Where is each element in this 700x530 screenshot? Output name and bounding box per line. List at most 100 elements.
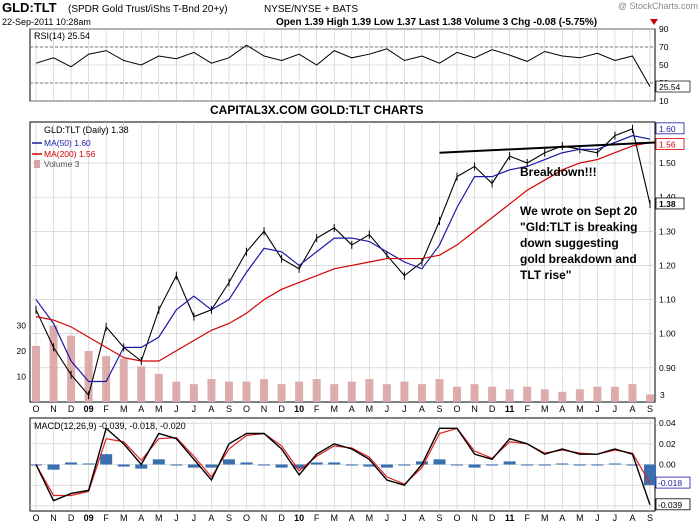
volume-bar [470,384,479,402]
ohlc-readout: Open 1.39 High 1.39 Low 1.37 Last 1.38 V… [276,17,597,28]
macd-histogram-bar [170,464,183,466]
x-tick-label: M [541,404,549,414]
macd-histogram-bar [328,462,341,465]
price-tick-label: 1.50 [659,158,676,168]
volume-tick-label: 10 [17,372,27,382]
x-tick-label: S [647,513,653,523]
x-tick-label: M [330,513,338,523]
price-tick-label: 1.30 [659,226,676,236]
volume-bar [347,381,356,402]
volume-bar [119,358,128,402]
macd-histogram-bar [380,464,393,468]
ma200-legend: MA(200) 1.56 [44,149,96,159]
x-tick-label: J [402,513,407,523]
macd-right-label: -0.039 [658,500,682,510]
x-tick-label: M [330,404,338,414]
macd-histogram-bar [82,463,95,465]
volume-bar [400,381,409,402]
price-right-box [655,197,685,210]
macd-histogram-bar [345,464,358,466]
macd-histogram-bar [591,464,604,466]
macd-histogram-bar [135,464,148,469]
x-tick-label: M [576,513,584,523]
x-tick-label: N [50,404,57,414]
rsi-tick-label: 50 [659,60,669,70]
commentary-note: We wrote on Sept 20 "Gld:TLT is breaking… [520,204,637,282]
x-tick-label: J [174,513,179,523]
x-tick-label: A [138,404,144,414]
volume-bar [417,384,426,402]
volume-bar [330,384,339,402]
macd-histogram-bar [293,464,306,469]
x-tick-label: 09 [84,404,94,414]
macd-histogram-bar [626,464,639,466]
macd-histogram-bar [187,464,200,468]
x-tick-label: 10 [294,513,304,523]
series-lines [35,44,656,506]
macd-histogram-bar [608,463,621,465]
volume-last-label: 3 [660,390,665,400]
x-tick-label: O [454,513,461,523]
rsi-last-label: 25.54 [659,82,681,92]
x-tick-label: A [629,404,635,414]
volume-bar [575,389,584,402]
x-tick-label: 10 [294,404,304,414]
macd-histogram [30,454,656,486]
price-right-label: 1.56 [659,139,676,149]
volume-bar [84,351,93,402]
macd-histogram-bar [486,464,499,466]
x-tick-label: N [471,404,478,414]
x-tick-label: S [226,404,232,414]
date-label: 22-Sep-2011 10:28am [2,17,91,27]
macd-histogram-bar [538,464,551,466]
x-tick-label: J [595,513,600,523]
rsi-tick-label: 10 [659,96,669,106]
x-tick-label: J [174,404,179,414]
x-tick-label: S [436,404,442,414]
x-tick-label: F [103,513,109,523]
x-tick-label: D [68,404,75,414]
x-tick-label: F [314,404,320,414]
x-tick-label: D [68,513,75,523]
ma50-line [35,135,651,383]
x-tick-label: D [278,404,285,414]
volume-bar [435,379,444,402]
x-tick-label: A [559,404,565,414]
x-tick-label: D [489,404,496,414]
x-tick-label: O [32,513,39,523]
macd-legend: MACD(12,26,9) -0.039, -0.018, -0.020 [34,421,186,431]
macd-histogram-bar [65,462,78,465]
symbol-description: (SPDR Gold Trust/iShs T-Bnd 20+y) [68,4,228,15]
breakdown-note: Breakdown!!! [520,165,597,179]
volume-bars [32,325,654,402]
macd-histogram-bar [451,464,464,466]
volume-bar [49,325,58,402]
macd-tick-label: 0.02 [659,439,676,449]
volume-tick-label: 30 [17,321,27,331]
x-tick-label: M [120,404,128,414]
x-tick-label: A [349,404,355,414]
x-tick-label: A [559,513,565,523]
x-tick-label: S [647,404,653,414]
macd-histogram-bar [398,464,411,466]
x-tick-label: O [32,404,39,414]
volume-legend-swatch [34,160,40,168]
volume-bar [224,381,233,402]
macd-histogram-bar [503,461,516,465]
x-tick-label: J [385,404,390,414]
x-tick-label: N [261,513,268,523]
x-tick-label: 09 [84,513,94,523]
price-line [35,128,651,397]
x-tick-label: S [436,513,442,523]
x-tick-label: J [402,404,407,414]
x-tick-label: A [208,513,214,523]
volume-bar [137,366,146,402]
macd-histogram-bar [240,462,253,465]
x-tick-label: F [524,404,530,414]
macd-histogram-bar [205,464,218,468]
rsi-line [35,44,651,87]
volume-bar [540,389,549,402]
x-tick-label: O [243,513,250,523]
note-line-4: gold breakdown and [520,252,637,266]
